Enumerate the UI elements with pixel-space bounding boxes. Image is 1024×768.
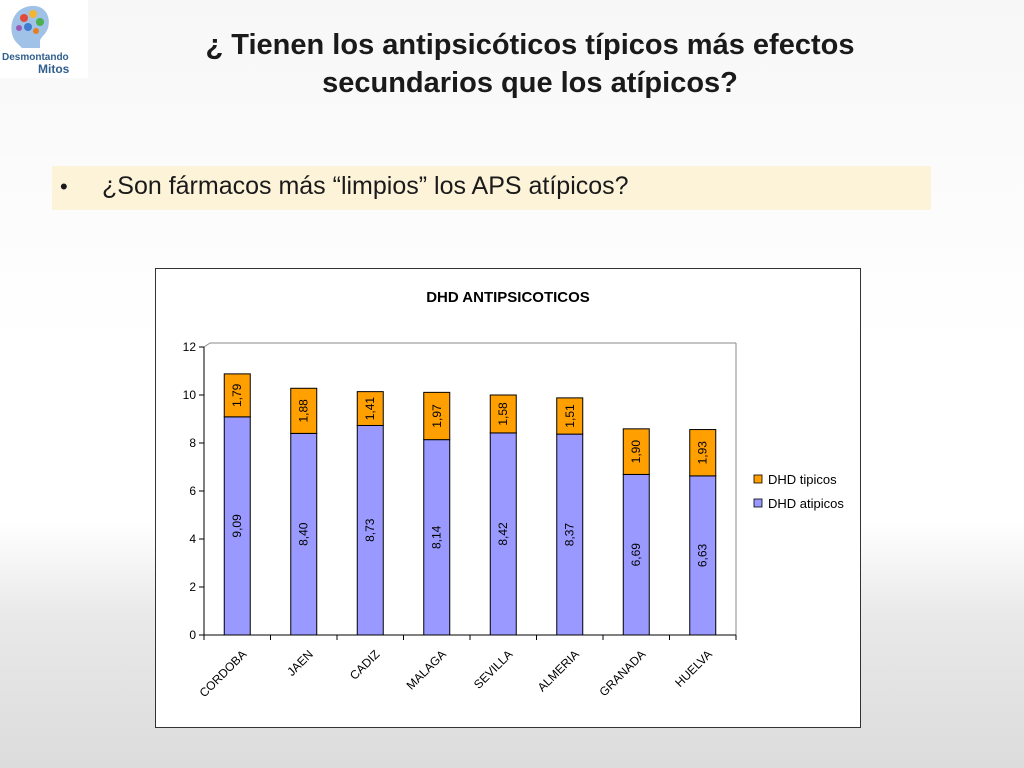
data-label-tipicos: 1,58: [496, 402, 510, 426]
logo-text-line2: Mitos: [38, 62, 70, 76]
bar-atipicos: [223, 416, 251, 636]
logo-text-line1: Desmontando: [2, 52, 69, 63]
x-category-label: ALMERIA: [535, 647, 582, 694]
legend-swatch-tipicos: [753, 474, 763, 484]
bar-atipicos: [489, 432, 517, 636]
data-label-atipicos: 8,37: [563, 523, 577, 547]
x-category-label: CORDOBA: [197, 647, 250, 700]
data-label-tipicos: 1,93: [696, 441, 710, 465]
data-label-atipicos: 8,73: [363, 518, 377, 542]
bar-tipicos: [689, 429, 717, 477]
y-tick-label: 12: [183, 340, 197, 354]
stacked-bar-chart: DHD ANTIPSICOTICOS 0 2 4 6 8 10 12 9,09 1,79 CORDO…: [183, 289, 857, 700]
bar-atipicos: [290, 432, 318, 636]
x-category-label: MALAGA: [404, 647, 449, 692]
legend-label-tipicos: DHD tipicos: [768, 472, 837, 487]
bar-tipicos: [290, 387, 318, 434]
data-label-atipicos: 6,69: [629, 543, 643, 567]
bullet-marker: •: [60, 174, 68, 199]
brain-head-icon: [11, 5, 49, 49]
bullet-box: [52, 166, 931, 210]
data-label-atipicos: 6,63: [696, 543, 710, 567]
bar-atipicos: [689, 475, 717, 636]
x-category-label: SEVILLA: [471, 647, 515, 691]
data-label-atipicos: 8,40: [297, 522, 311, 546]
data-label-atipicos: 8,14: [430, 525, 444, 549]
y-tick-label: 2: [189, 580, 196, 594]
plot-corner-line: [203, 342, 211, 348]
x-category-label: JAEN: [284, 647, 316, 679]
bar-atipicos: [423, 439, 451, 636]
data-label-tipicos: 1,51: [563, 404, 577, 428]
x-category-label: HUELVA: [672, 647, 715, 690]
data-label-atipicos: 9,09: [230, 514, 244, 538]
bullet-text: ¿Son fármacos más “limpios” los APS atíp…: [102, 172, 629, 200]
legend-label-atipicos: DHD atipicos: [768, 496, 844, 511]
data-label-tipicos: 1,79: [230, 383, 244, 407]
legend-box: [749, 468, 857, 518]
data-label-atipicos: 8,42: [496, 522, 510, 546]
y-tick-label: 6: [189, 484, 196, 498]
y-tick-label: 8: [189, 436, 196, 450]
bar-tipicos: [556, 397, 584, 435]
data-label-tipicos: 1,90: [629, 440, 643, 464]
legend-swatch-atipicos: [753, 498, 763, 508]
x-category-label: CADIZ: [347, 647, 382, 682]
bar-tipicos: [622, 428, 650, 475]
data-label-tipicos: 1,97: [430, 404, 444, 428]
bar-atipicos: [556, 433, 584, 636]
bar-tipicos: [423, 391, 451, 441]
logo: Desmontando Mitos: [0, 0, 88, 78]
slide-title: ¿ Tienen los antipsicóticos típicos más …: [205, 29, 855, 99]
data-label-tipicos: 1,41: [363, 397, 377, 421]
y-tick-label: 10: [183, 388, 197, 402]
chart-title: DHD ANTIPSICOTICOS: [426, 289, 590, 306]
bar-atipicos: [622, 473, 650, 636]
bar-tipicos: [356, 391, 384, 426]
bar-tipicos: [223, 373, 251, 418]
y-tick-label: 0: [189, 628, 196, 642]
x-category-label: GRANADA: [597, 647, 649, 699]
bar-tipicos: [489, 394, 517, 434]
data-label-tipicos: 1,88: [297, 399, 311, 423]
y-tick-label: 4: [189, 532, 196, 546]
chart-frame: DHD ANTIPSICOTICOS 0 2 4 6 8 10 12 9,09 1,79 CORDO…: [155, 268, 861, 728]
